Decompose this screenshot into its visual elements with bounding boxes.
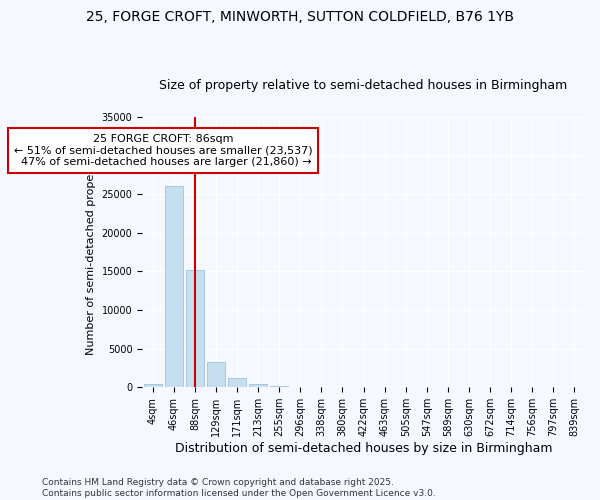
X-axis label: Distribution of semi-detached houses by size in Birmingham: Distribution of semi-detached houses by … <box>175 442 553 455</box>
Bar <box>144 384 161 387</box>
Text: Contains HM Land Registry data © Crown copyright and database right 2025.
Contai: Contains HM Land Registry data © Crown c… <box>42 478 436 498</box>
Bar <box>207 362 225 387</box>
Title: Size of property relative to semi-detached houses in Birmingham: Size of property relative to semi-detach… <box>160 79 568 92</box>
Text: 25 FORGE CROFT: 86sqm
← 51% of semi-detached houses are smaller (23,537)
  47% o: 25 FORGE CROFT: 86sqm ← 51% of semi-deta… <box>14 134 313 167</box>
Bar <box>165 186 183 387</box>
Y-axis label: Number of semi-detached properties: Number of semi-detached properties <box>86 149 96 355</box>
Text: 25, FORGE CROFT, MINWORTH, SUTTON COLDFIELD, B76 1YB: 25, FORGE CROFT, MINWORTH, SUTTON COLDFI… <box>86 10 514 24</box>
Bar <box>249 384 267 387</box>
Bar <box>186 270 204 387</box>
Bar <box>228 378 246 387</box>
Bar <box>270 386 288 387</box>
